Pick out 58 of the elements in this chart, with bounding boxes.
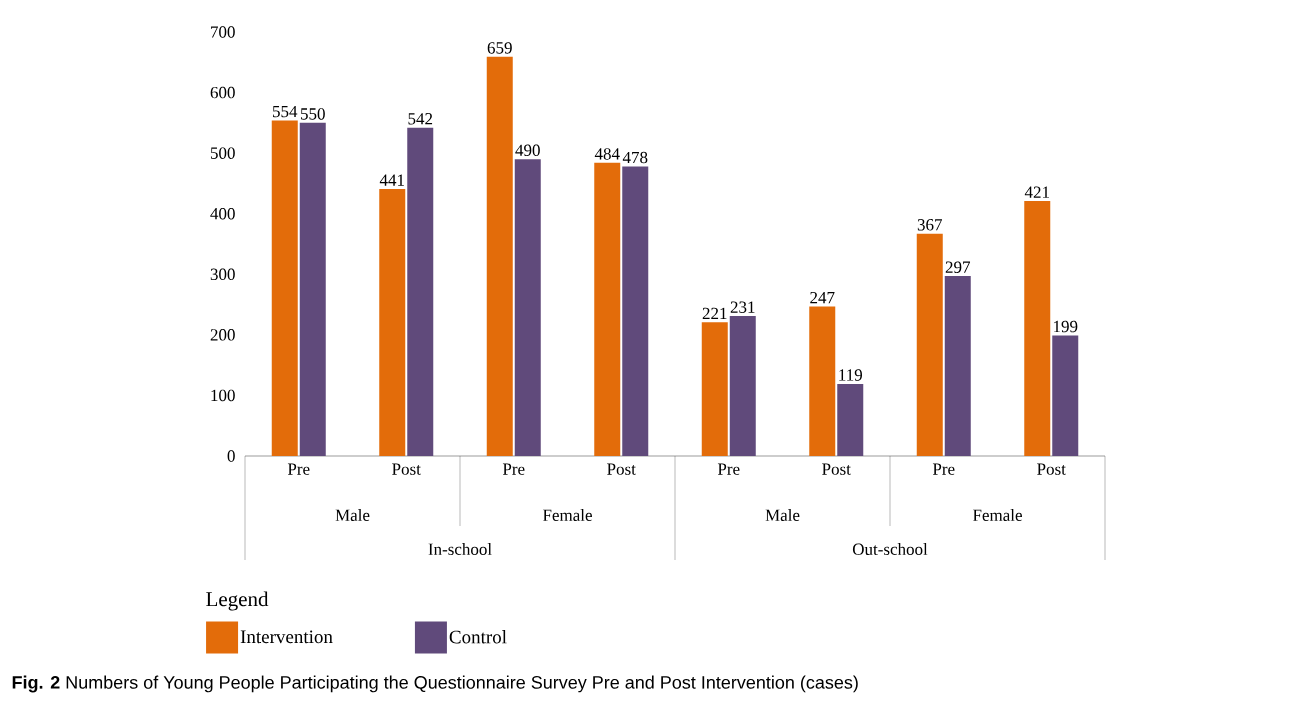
bar (916, 233, 943, 456)
data-label: 478 (622, 151, 648, 164)
bar (299, 122, 326, 456)
text: Male (335, 509, 370, 521)
y-tick-label: 600 (210, 86, 235, 99)
bar (837, 383, 864, 456)
data-label: 221 (702, 307, 727, 319)
x-tick-label: Pre (502, 463, 525, 475)
x-tick-label: Pre (932, 463, 955, 475)
bar (486, 56, 513, 456)
text: Female (542, 509, 592, 521)
data-label: 542 (408, 113, 433, 125)
bar (622, 166, 649, 456)
bar (1024, 200, 1051, 456)
x-tick-label: Post (392, 463, 421, 475)
legend-title: Legend (206, 591, 269, 611)
bar (1052, 335, 1079, 456)
text: Fig. 2 Numbers of Young People Participating the Questionnaire Survey Pre and Post Intervention (cases) (12, 675, 858, 693)
data-label: 297 (945, 261, 971, 273)
data-label: 421 (1024, 186, 1049, 198)
y-tick-label: 100 (211, 389, 235, 402)
bar (944, 276, 971, 456)
data-label: 231 (730, 301, 755, 313)
x-tick-label: Pre (717, 463, 740, 475)
y-tick-label: 500 (210, 147, 235, 159)
bar (594, 162, 621, 456)
bar (379, 188, 406, 456)
bar (729, 316, 756, 456)
bar (701, 322, 728, 456)
data-label: 247 (810, 291, 835, 304)
text: Male (765, 509, 800, 521)
bar (407, 127, 434, 456)
x-tick-label: Post (607, 463, 636, 475)
y-tick-label: 400 (210, 207, 235, 220)
legend-label: Intervention (240, 630, 333, 644)
data-label: 659 (487, 42, 512, 54)
text: Female (972, 509, 1022, 521)
x-tick-label: Post (1037, 463, 1066, 475)
data-label: 490 (515, 144, 540, 157)
bar (271, 120, 298, 456)
data-label: 554 (272, 105, 298, 118)
text: In-school (428, 543, 492, 555)
legend-label: Control (449, 630, 507, 644)
x-tick-label: Post (822, 463, 851, 475)
text: Out-school (852, 543, 928, 555)
y-tick-label: 700 (211, 26, 235, 38)
y-tick-label: 300 (210, 268, 235, 281)
data-label: 441 (379, 174, 404, 186)
data-label: 119 (839, 369, 863, 381)
data-label: 484 (594, 148, 620, 160)
data-label: 199 (1054, 320, 1078, 333)
data-label: 550 (300, 108, 325, 120)
x-tick-label: Pre (287, 463, 310, 475)
data-label: 367 (917, 219, 943, 231)
y-tick-label: 0 (227, 450, 235, 462)
bar (514, 159, 541, 456)
bar (809, 306, 836, 456)
y-tick-label: 200 (210, 329, 235, 341)
